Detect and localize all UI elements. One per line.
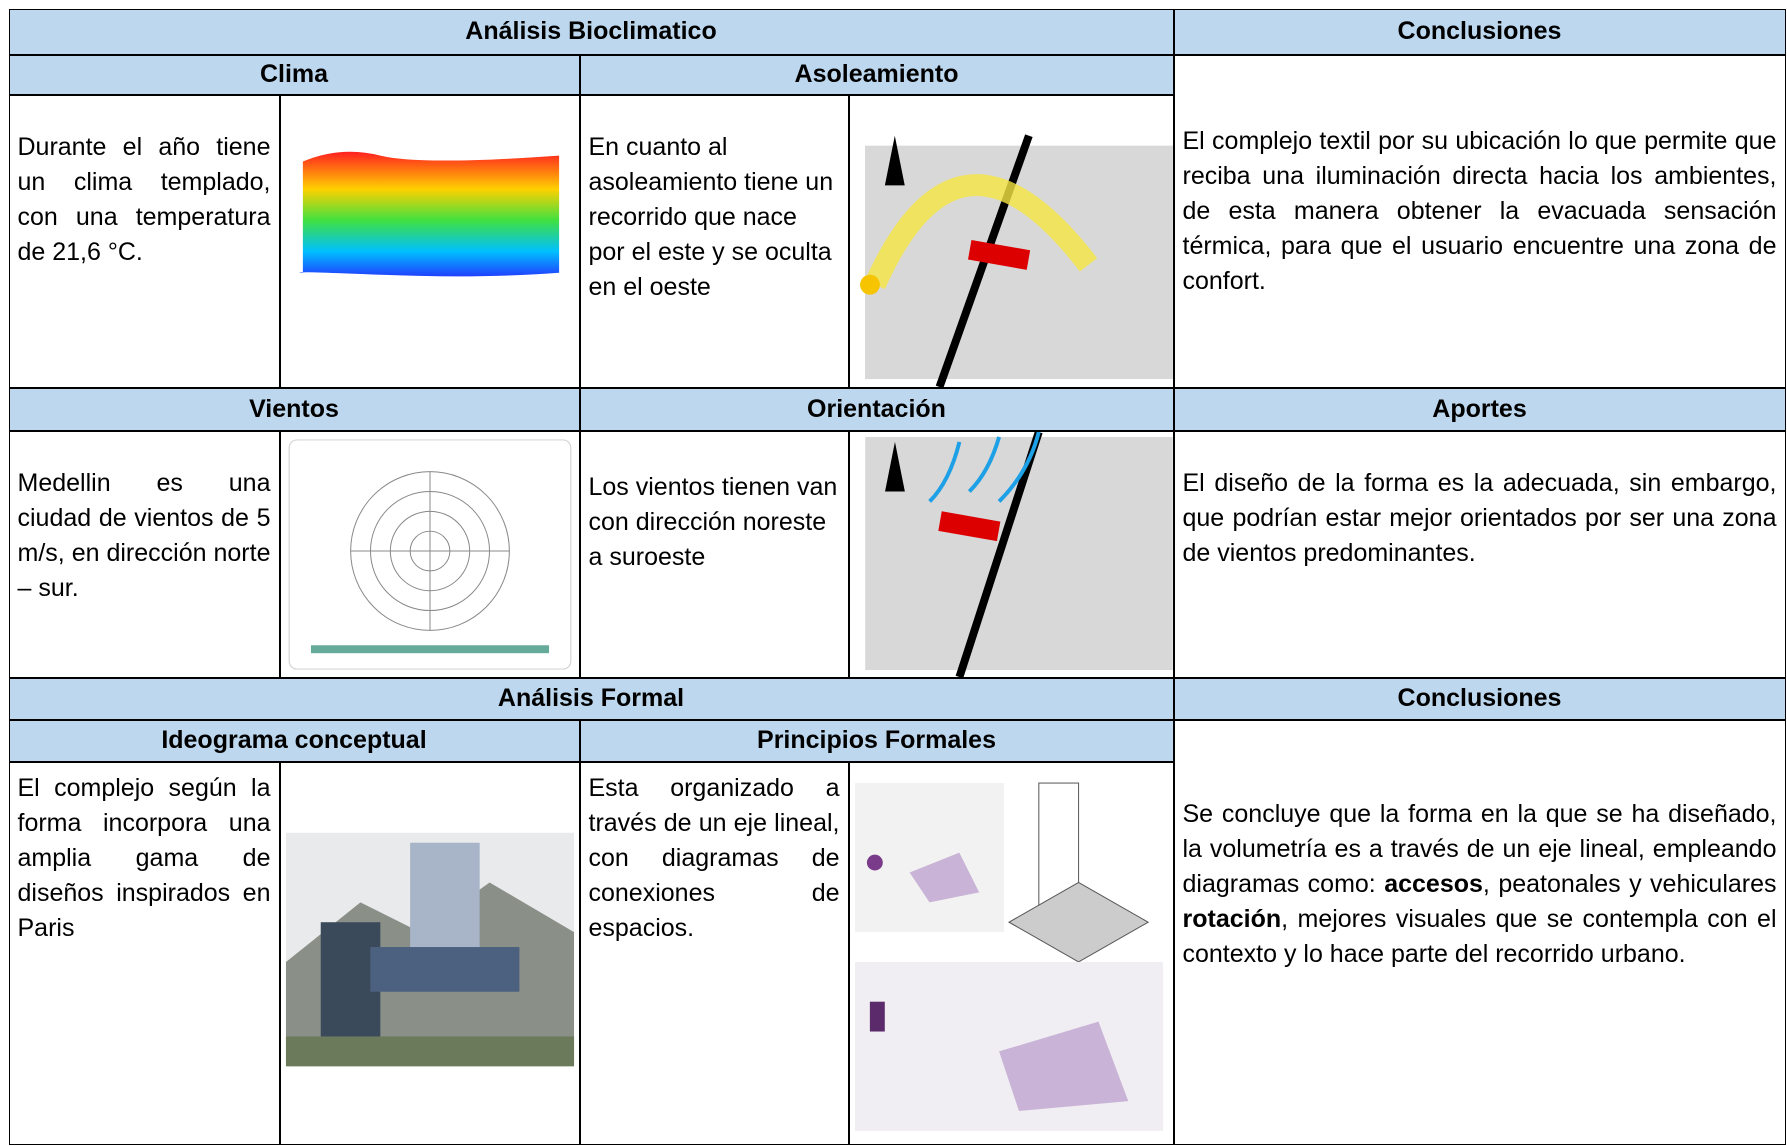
- sub-header: Principios Formales: [579, 719, 1174, 762]
- conclusion-text: Se concluye que la forma en la que se ha…: [1173, 719, 1786, 1145]
- orientation-image: [848, 430, 1174, 678]
- section-header: Análisis Formal: [8, 677, 1174, 720]
- principles-image: [848, 761, 1174, 1145]
- sub-header: Ideograma conceptual: [8, 719, 580, 762]
- text-segment: , mejores visuales que se contempla con …: [1182, 904, 1777, 968]
- cell-text: Durante el año tiene un clima templado, …: [8, 94, 280, 388]
- building-render: [285, 832, 574, 1066]
- sub-header: Orientación: [579, 387, 1174, 431]
- conclusion-text: El complejo textil por su ubicación lo q…: [1173, 54, 1786, 388]
- ideogram-image: [279, 761, 580, 1145]
- cell-text: Los vientos tienen van con dirección nor…: [579, 430, 849, 678]
- aportes-text: El diseño de la forma es la adecuada, si…: [1173, 430, 1786, 678]
- wind-rose: [288, 438, 571, 670]
- bold-text: rotación: [1182, 904, 1282, 933]
- text-segment: Se concluye que la forma en la que se ha…: [1182, 799, 1777, 898]
- climate-image: [279, 94, 580, 388]
- cell-text: En cuanto al asoleamiento tiene un recor…: [579, 94, 849, 388]
- sub-header: Vientos: [8, 387, 580, 431]
- orientation-map: [864, 431, 1173, 677]
- cell-text: El complejo según la forma incorpora una…: [8, 761, 280, 1145]
- cell-text: Esta organizado a través de un eje linea…: [579, 761, 849, 1145]
- bold-text: accesos: [1384, 869, 1483, 898]
- cell-text: Medellin es una ciudad de vientos de 5 m…: [8, 430, 280, 678]
- text-segment: , peatonales y vehiculares: [1482, 869, 1777, 898]
- formal-diagrams: [854, 782, 1163, 1131]
- sub-header: Asoleamiento: [579, 54, 1174, 95]
- section-header: Análisis Bioclimatico: [8, 8, 1174, 55]
- sub-header: Clima: [8, 54, 580, 95]
- sub-header: Aportes: [1173, 387, 1786, 431]
- climate-chart-image: [298, 151, 559, 276]
- sun-path-map: [859, 133, 1173, 387]
- section-header: Conclusiones: [1173, 8, 1786, 55]
- wind-rose-image: [279, 430, 580, 678]
- section-header: Conclusiones: [1173, 677, 1786, 720]
- sun-path-image: [848, 94, 1174, 388]
